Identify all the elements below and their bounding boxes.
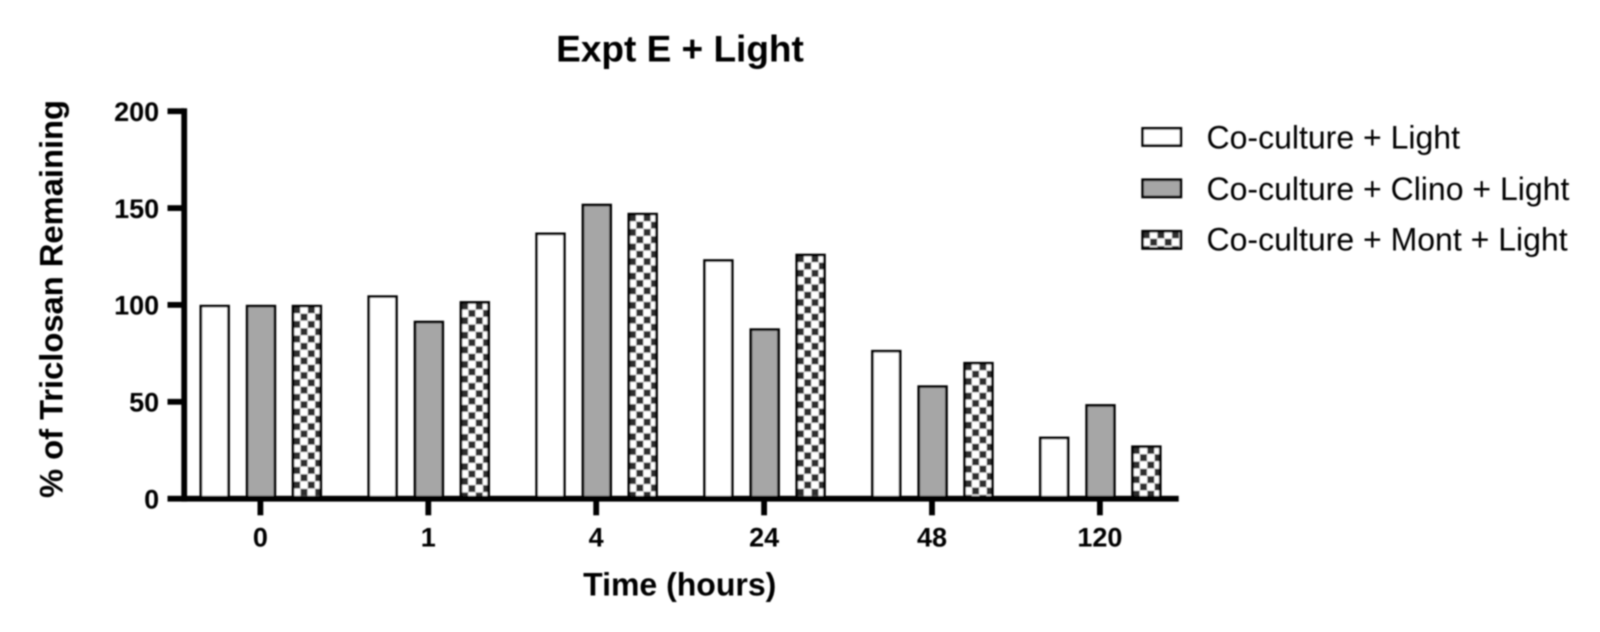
svg-text:50: 50 bbox=[129, 388, 159, 418]
svg-text:Co-culture + Light: Co-culture + Light bbox=[1207, 120, 1461, 156]
svg-text:0: 0 bbox=[144, 484, 159, 514]
svg-text:24: 24 bbox=[749, 523, 779, 553]
svg-text:48: 48 bbox=[917, 523, 947, 553]
svg-text:150: 150 bbox=[114, 194, 159, 224]
svg-text:Expt E + Light: Expt E + Light bbox=[556, 29, 804, 70]
svg-text:200: 200 bbox=[114, 97, 159, 127]
svg-text:100: 100 bbox=[114, 291, 159, 321]
svg-text:1: 1 bbox=[421, 523, 436, 553]
svg-text:0: 0 bbox=[253, 523, 268, 553]
svg-text:Co-culture + Mont + Light: Co-culture + Mont + Light bbox=[1207, 222, 1568, 258]
svg-text:Time (hours): Time (hours) bbox=[583, 566, 776, 602]
svg-text:120: 120 bbox=[1077, 523, 1122, 553]
svg-text:% of Triclosan Remaining: % of Triclosan Remaining bbox=[33, 100, 69, 498]
svg-text:Co-culture + Clino + Light: Co-culture + Clino + Light bbox=[1207, 171, 1570, 207]
svg-text:4: 4 bbox=[589, 523, 604, 553]
